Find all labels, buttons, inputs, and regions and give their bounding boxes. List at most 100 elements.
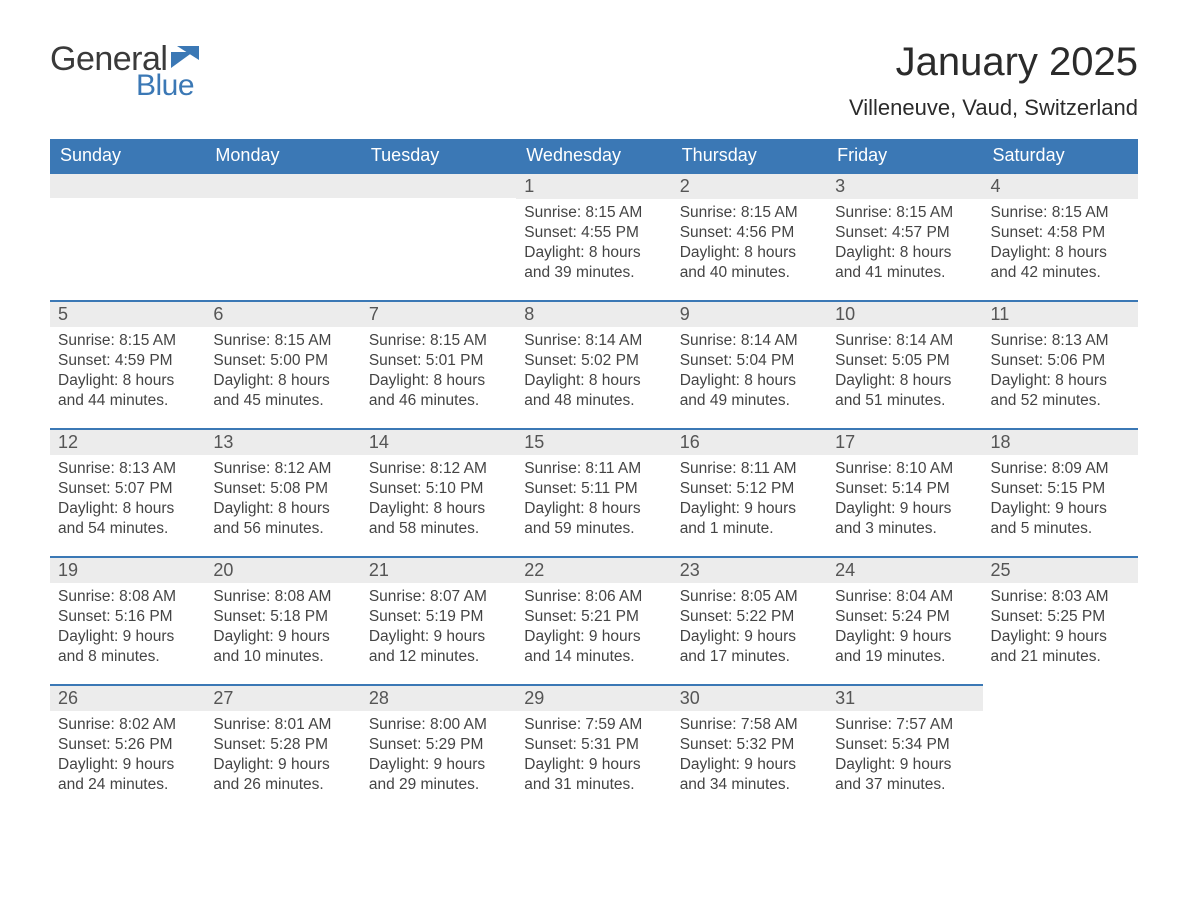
sunset-text: Sunset: 5:15 PM — [991, 479, 1130, 499]
daylight-text: Daylight: 8 hours and 46 minutes. — [369, 371, 508, 411]
calendar-day-cell: 19Sunrise: 8:08 AMSunset: 5:16 PMDayligh… — [50, 556, 205, 684]
calendar-day-cell: 27Sunrise: 8:01 AMSunset: 5:28 PMDayligh… — [205, 684, 360, 812]
sunrise-text: Sunrise: 8:09 AM — [991, 459, 1130, 479]
day-number: 9 — [672, 300, 827, 327]
sunrise-text: Sunrise: 8:04 AM — [835, 587, 974, 607]
day-number: 6 — [205, 300, 360, 327]
calendar-day-cell: 6Sunrise: 8:15 AMSunset: 5:00 PMDaylight… — [205, 300, 360, 428]
sunrise-text: Sunrise: 8:15 AM — [835, 203, 974, 223]
daylight-text: Daylight: 9 hours and 31 minutes. — [524, 755, 663, 795]
day-details: Sunrise: 8:04 AMSunset: 5:24 PMDaylight:… — [827, 583, 982, 678]
sunset-text: Sunset: 5:06 PM — [991, 351, 1130, 371]
sunrise-text: Sunrise: 8:14 AM — [680, 331, 819, 351]
day-details: Sunrise: 8:13 AMSunset: 5:06 PMDaylight:… — [983, 327, 1138, 422]
calendar-day-cell: 14Sunrise: 8:12 AMSunset: 5:10 PMDayligh… — [361, 428, 516, 556]
daylight-text: Daylight: 8 hours and 54 minutes. — [58, 499, 197, 539]
sunset-text: Sunset: 5:05 PM — [835, 351, 974, 371]
day-number: 16 — [672, 428, 827, 455]
calendar-page: General Blue January 2025 Villeneuve, Va… — [0, 0, 1188, 918]
calendar-week-row: 19Sunrise: 8:08 AMSunset: 5:16 PMDayligh… — [50, 556, 1138, 684]
daylight-text: Daylight: 9 hours and 26 minutes. — [213, 755, 352, 795]
sunrise-text: Sunrise: 8:00 AM — [369, 715, 508, 735]
day-number: 21 — [361, 556, 516, 583]
header-bar: General Blue January 2025 Villeneuve, Va… — [50, 40, 1138, 121]
daylight-text: Daylight: 9 hours and 3 minutes. — [835, 499, 974, 539]
weekday-header: Sunday — [50, 139, 205, 172]
sunrise-text: Sunrise: 8:11 AM — [524, 459, 663, 479]
day-details: Sunrise: 8:15 AMSunset: 4:56 PMDaylight:… — [672, 199, 827, 294]
calendar-day-cell: 26Sunrise: 8:02 AMSunset: 5:26 PMDayligh… — [50, 684, 205, 812]
calendar-day-cell: 12Sunrise: 8:13 AMSunset: 5:07 PMDayligh… — [50, 428, 205, 556]
day-details: Sunrise: 8:02 AMSunset: 5:26 PMDaylight:… — [50, 711, 205, 806]
day-number: 24 — [827, 556, 982, 583]
day-number: 12 — [50, 428, 205, 455]
calendar-day-cell: 15Sunrise: 8:11 AMSunset: 5:11 PMDayligh… — [516, 428, 671, 556]
calendar-day-cell: 29Sunrise: 7:59 AMSunset: 5:31 PMDayligh… — [516, 684, 671, 812]
day-number: 20 — [205, 556, 360, 583]
calendar-empty-cell — [205, 172, 360, 300]
daylight-text: Daylight: 9 hours and 8 minutes. — [58, 627, 197, 667]
day-number: 4 — [983, 172, 1138, 199]
sunrise-text: Sunrise: 8:02 AM — [58, 715, 197, 735]
day-details: Sunrise: 8:07 AMSunset: 5:19 PMDaylight:… — [361, 583, 516, 678]
sunset-text: Sunset: 5:34 PM — [835, 735, 974, 755]
day-number: 2 — [672, 172, 827, 199]
daylight-text: Daylight: 8 hours and 39 minutes. — [524, 243, 663, 283]
daylight-text: Daylight: 8 hours and 41 minutes. — [835, 243, 974, 283]
day-number: 28 — [361, 684, 516, 711]
day-details: Sunrise: 8:14 AMSunset: 5:02 PMDaylight:… — [516, 327, 671, 422]
day-number: 8 — [516, 300, 671, 327]
day-details: Sunrise: 8:15 AMSunset: 4:59 PMDaylight:… — [50, 327, 205, 422]
day-details: Sunrise: 8:15 AMSunset: 5:01 PMDaylight:… — [361, 327, 516, 422]
day-details: Sunrise: 8:14 AMSunset: 5:05 PMDaylight:… — [827, 327, 982, 422]
sunset-text: Sunset: 5:07 PM — [58, 479, 197, 499]
daylight-text: Daylight: 8 hours and 44 minutes. — [58, 371, 197, 411]
day-number: 5 — [50, 300, 205, 327]
day-number: 11 — [983, 300, 1138, 327]
weekday-header: Monday — [205, 139, 360, 172]
sunset-text: Sunset: 5:28 PM — [213, 735, 352, 755]
sunset-text: Sunset: 4:58 PM — [991, 223, 1130, 243]
sunset-text: Sunset: 5:02 PM — [524, 351, 663, 371]
empty-day-strip — [361, 172, 516, 198]
sunrise-text: Sunrise: 8:10 AM — [835, 459, 974, 479]
day-number: 14 — [361, 428, 516, 455]
sunrise-text: Sunrise: 8:15 AM — [369, 331, 508, 351]
sunrise-text: Sunrise: 8:05 AM — [680, 587, 819, 607]
day-number: 30 — [672, 684, 827, 711]
sunrise-text: Sunrise: 7:58 AM — [680, 715, 819, 735]
daylight-text: Daylight: 9 hours and 19 minutes. — [835, 627, 974, 667]
day-number: 29 — [516, 684, 671, 711]
sunrise-text: Sunrise: 8:07 AM — [369, 587, 508, 607]
sunset-text: Sunset: 5:24 PM — [835, 607, 974, 627]
day-details: Sunrise: 8:06 AMSunset: 5:21 PMDaylight:… — [516, 583, 671, 678]
calendar-day-cell: 1Sunrise: 8:15 AMSunset: 4:55 PMDaylight… — [516, 172, 671, 300]
day-details: Sunrise: 8:12 AMSunset: 5:08 PMDaylight:… — [205, 455, 360, 550]
daylight-text: Daylight: 8 hours and 45 minutes. — [213, 371, 352, 411]
sunrise-text: Sunrise: 8:08 AM — [58, 587, 197, 607]
sunset-text: Sunset: 5:32 PM — [680, 735, 819, 755]
daylight-text: Daylight: 9 hours and 29 minutes. — [369, 755, 508, 795]
logo: General Blue — [50, 40, 199, 103]
sunset-text: Sunset: 4:57 PM — [835, 223, 974, 243]
calendar-day-cell: 8Sunrise: 8:14 AMSunset: 5:02 PMDaylight… — [516, 300, 671, 428]
daylight-text: Daylight: 9 hours and 17 minutes. — [680, 627, 819, 667]
calendar-header-row: SundayMondayTuesdayWednesdayThursdayFrid… — [50, 139, 1138, 172]
sunrise-text: Sunrise: 8:01 AM — [213, 715, 352, 735]
daylight-text: Daylight: 9 hours and 34 minutes. — [680, 755, 819, 795]
day-details: Sunrise: 8:13 AMSunset: 5:07 PMDaylight:… — [50, 455, 205, 550]
daylight-text: Daylight: 8 hours and 49 minutes. — [680, 371, 819, 411]
daylight-text: Daylight: 9 hours and 12 minutes. — [369, 627, 508, 667]
weekday-header: Tuesday — [361, 139, 516, 172]
sunrise-text: Sunrise: 8:14 AM — [835, 331, 974, 351]
day-number: 26 — [50, 684, 205, 711]
calendar-week-row: 1Sunrise: 8:15 AMSunset: 4:55 PMDaylight… — [50, 172, 1138, 300]
sunset-text: Sunset: 5:00 PM — [213, 351, 352, 371]
daylight-text: Daylight: 8 hours and 48 minutes. — [524, 371, 663, 411]
sunrise-text: Sunrise: 8:08 AM — [213, 587, 352, 607]
sunrise-text: Sunrise: 8:03 AM — [991, 587, 1130, 607]
day-number: 7 — [361, 300, 516, 327]
day-number: 23 — [672, 556, 827, 583]
daylight-text: Daylight: 8 hours and 56 minutes. — [213, 499, 352, 539]
sunset-text: Sunset: 5:01 PM — [369, 351, 508, 371]
